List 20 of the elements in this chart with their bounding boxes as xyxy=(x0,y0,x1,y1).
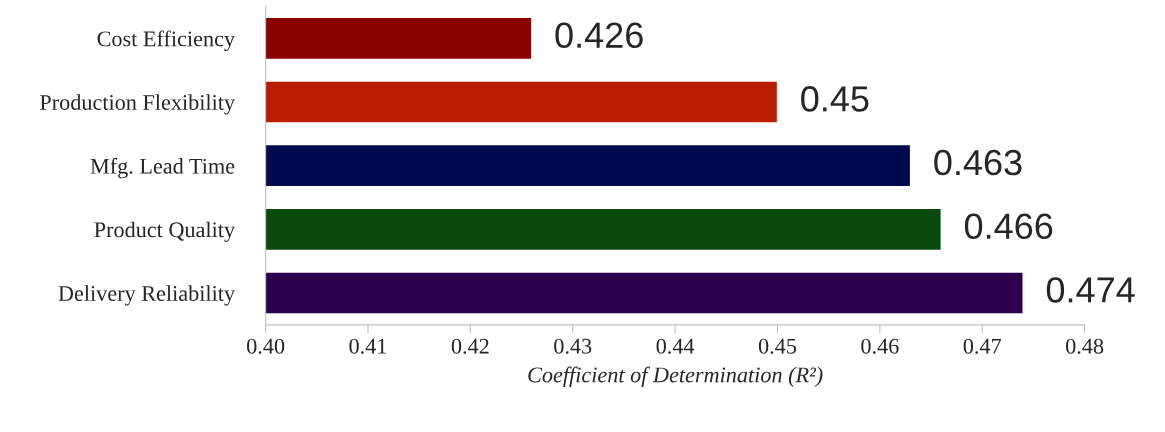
y-tick-label: Production Flexibility xyxy=(40,94,235,115)
x-tick-label: 0.48 xyxy=(1066,338,1104,354)
data-label: 0.45 xyxy=(801,86,869,112)
x-tick-label: 0.46 xyxy=(861,338,899,354)
y-tick-label: Delivery Reliability xyxy=(58,285,235,306)
y-tick-label: Mfg. Lead Time xyxy=(90,157,235,179)
x-tick-label: 0.47 xyxy=(963,338,1002,354)
y-tick-label: Product Quality xyxy=(94,221,235,242)
data-label: 0.474 xyxy=(1046,277,1135,303)
data-label: 0.426 xyxy=(555,22,643,49)
x-tick-label: 0.44 xyxy=(656,338,695,354)
x-tick-label: 0.40 xyxy=(247,338,285,354)
x-axis-title: Coefficient of Determination (R²) xyxy=(528,366,823,387)
y-tick-label: Cost Efficiency xyxy=(97,30,235,51)
data-label: 0.463 xyxy=(934,149,1022,176)
x-tick-label: 0.45 xyxy=(758,338,797,354)
x-tick-label: 0.42 xyxy=(451,338,489,354)
x-tick-label: 0.41 xyxy=(349,338,387,354)
x-tick-label: 0.43 xyxy=(554,338,592,354)
data-label: 0.466 xyxy=(964,213,1053,240)
